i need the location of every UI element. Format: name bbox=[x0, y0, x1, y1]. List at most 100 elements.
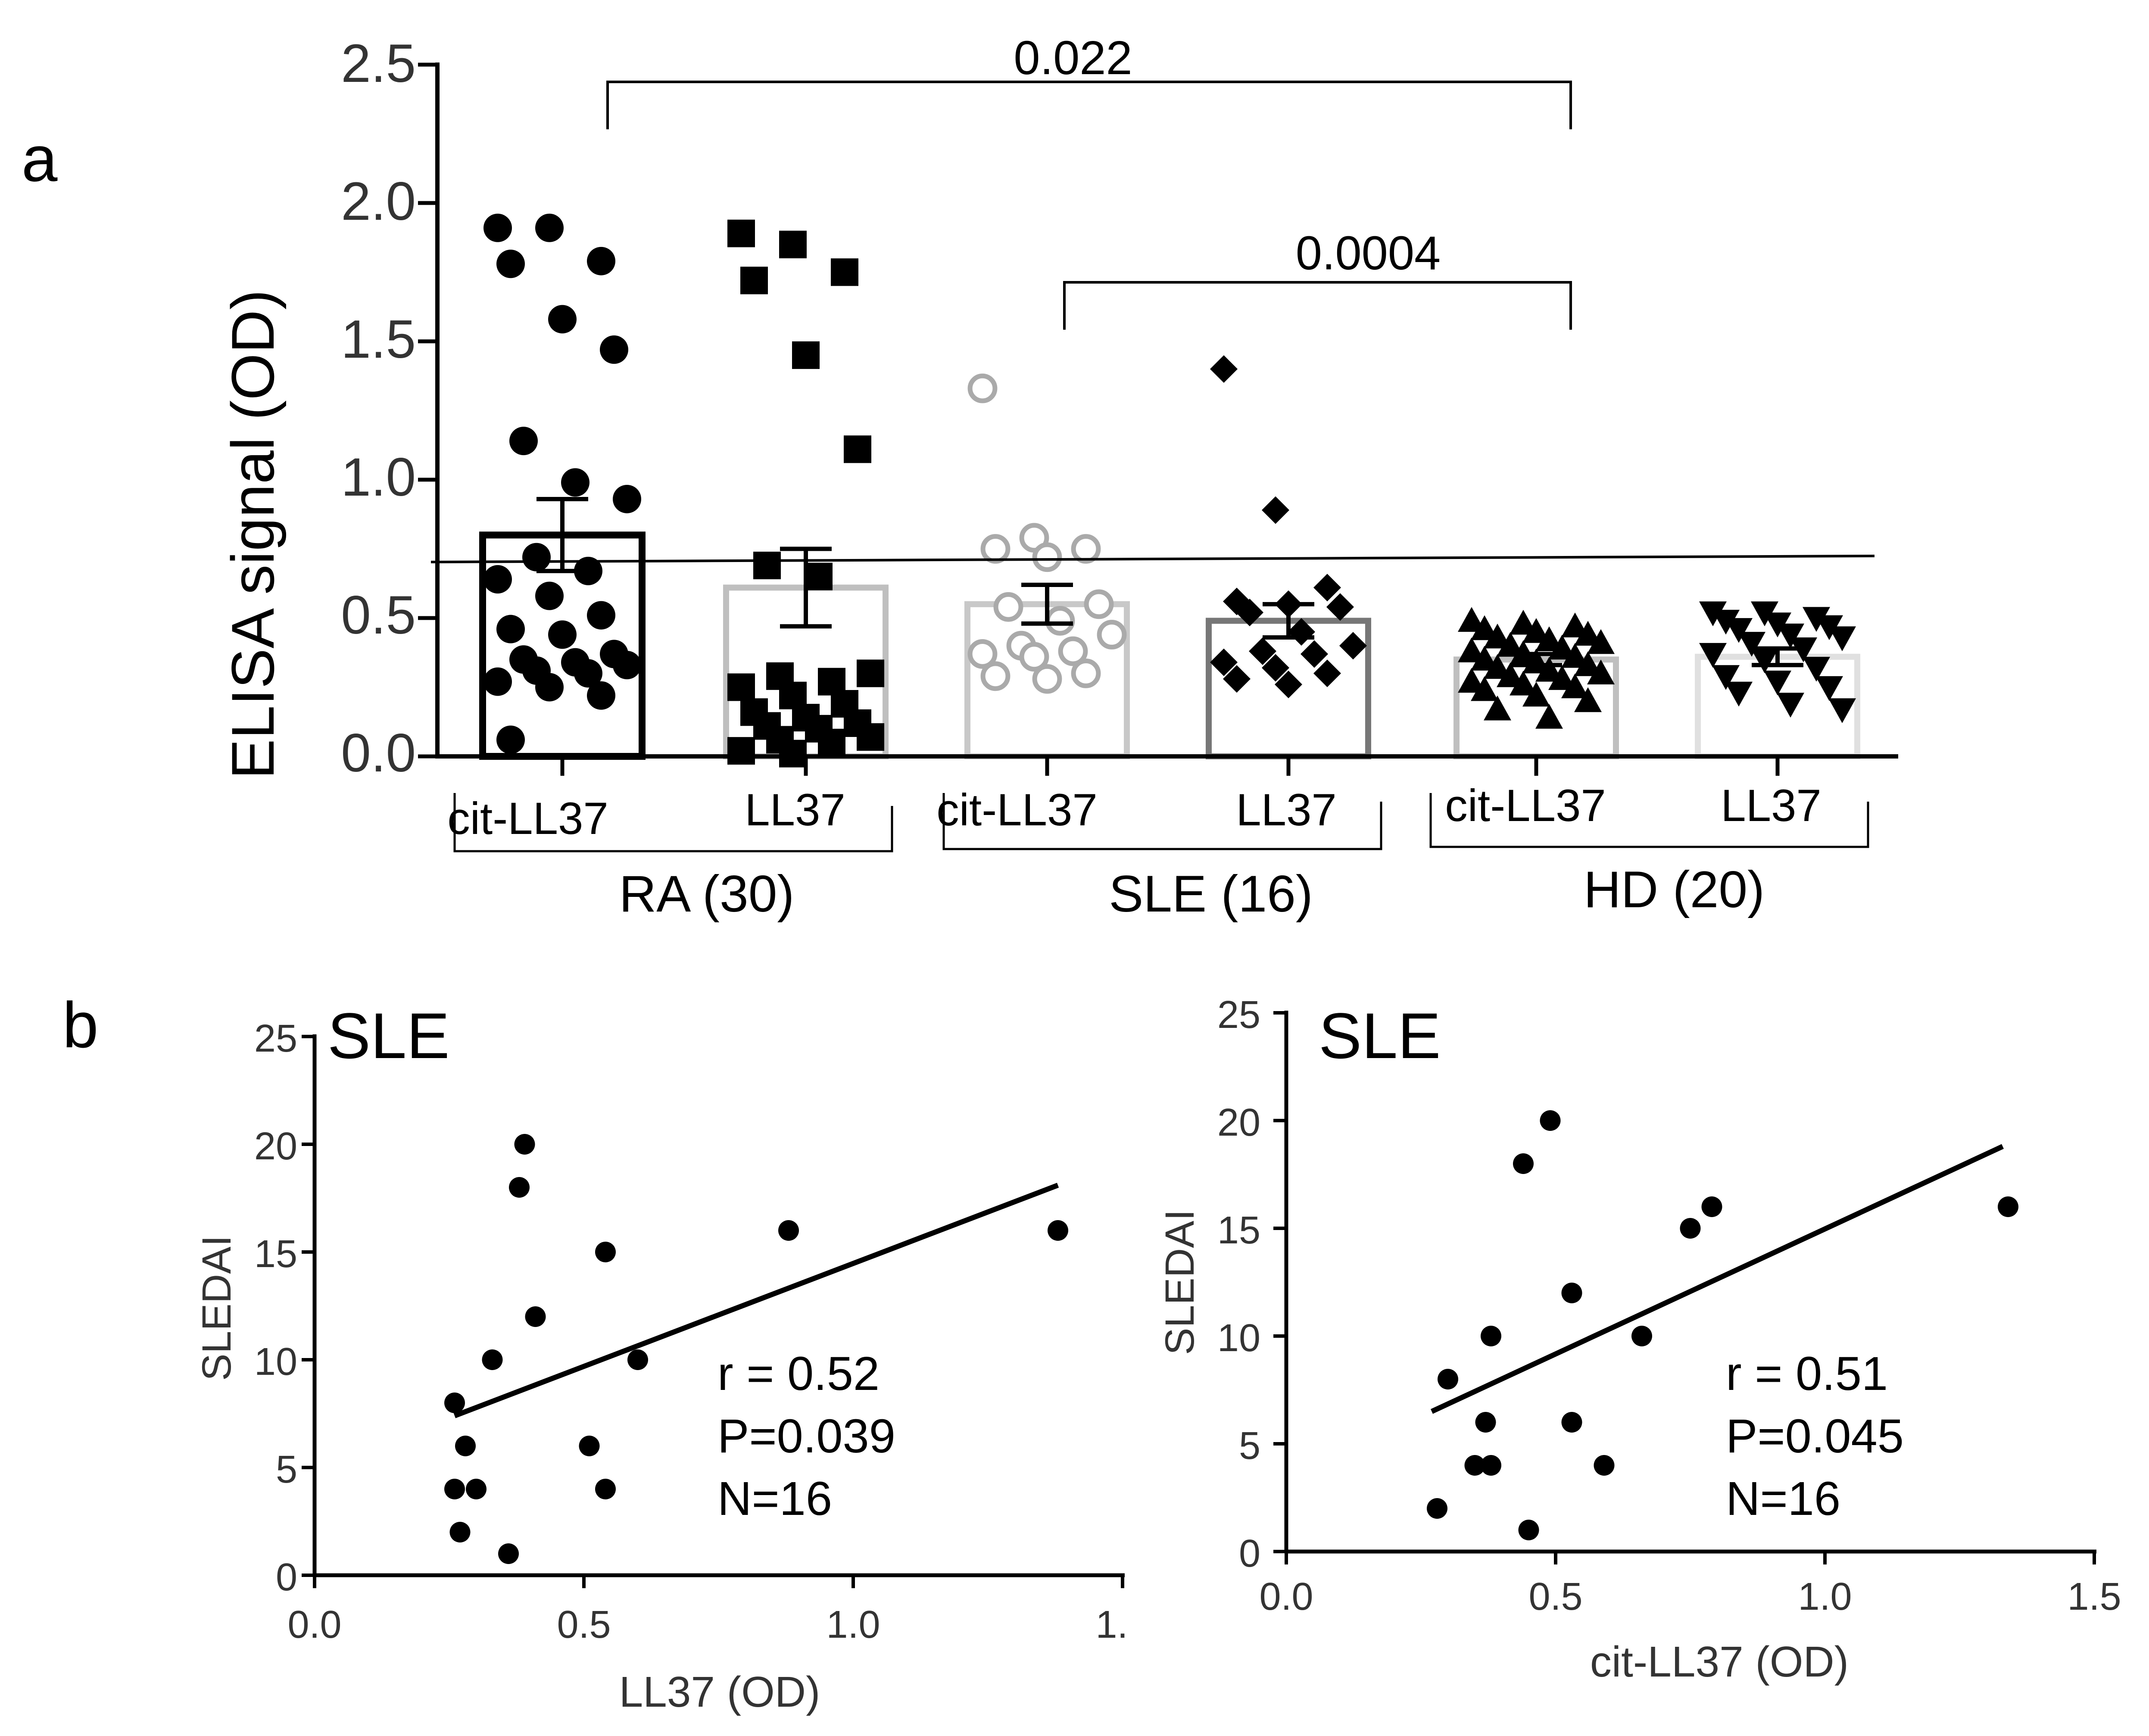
y-tick-labels: 0 5 10 15 20 25 bbox=[1217, 993, 1260, 1575]
category-label-ra-cit-ll37: cit-LL37 bbox=[447, 793, 608, 844]
x-tick-label: 0.5 bbox=[557, 1603, 611, 1646]
data-point bbox=[496, 250, 525, 278]
data-point bbox=[1484, 654, 1511, 679]
data-point bbox=[727, 219, 755, 247]
data-point bbox=[1210, 648, 1238, 676]
data-point bbox=[1998, 1196, 2018, 1217]
panel-a-y-tick-label: 1.5 bbox=[341, 309, 416, 369]
data-point bbox=[1828, 698, 1856, 723]
scatter-title: SLE bbox=[1319, 999, 1441, 1072]
x-tick-label: 1.0 bbox=[826, 1603, 880, 1646]
data-point bbox=[1481, 1326, 1501, 1346]
data-point bbox=[1458, 607, 1485, 632]
data-point bbox=[1326, 593, 1354, 621]
y-tick-label: 20 bbox=[1217, 1101, 1260, 1144]
group-bracket-hd bbox=[1429, 793, 1869, 848]
x-axis-label: LL37 (OD) bbox=[619, 1668, 820, 1716]
group-label-ra: RA (30) bbox=[619, 865, 795, 923]
data-point bbox=[1438, 1369, 1458, 1389]
y-tick-label: 10 bbox=[1217, 1317, 1260, 1360]
stat-annotation: N=16 bbox=[717, 1472, 832, 1525]
data-point bbox=[1045, 606, 1075, 636]
panel-a-y-tick-label: 2.0 bbox=[341, 172, 416, 231]
data-point bbox=[1510, 609, 1537, 635]
data-point bbox=[1497, 662, 1524, 687]
data-point bbox=[1751, 648, 1778, 674]
y-axis-label: SLEDAI bbox=[194, 1235, 240, 1381]
comparison-bracket bbox=[606, 81, 1572, 129]
data-point bbox=[1712, 609, 1740, 635]
data-point bbox=[1574, 651, 1602, 676]
data-point bbox=[1019, 642, 1049, 672]
data-point bbox=[993, 592, 1023, 622]
data-point bbox=[483, 667, 512, 696]
data-point bbox=[753, 552, 781, 580]
category-label-ra-ll37: LL37 bbox=[745, 785, 845, 835]
data-point bbox=[483, 565, 512, 594]
category-label-hd-ll37: LL37 bbox=[1721, 781, 1822, 831]
data-point bbox=[574, 659, 602, 688]
panel-a-bar-chart: ELISA signal (OD) 0.0 0.5 1.0 1.5 2.0 2.… bbox=[219, 31, 1898, 923]
data-point bbox=[613, 651, 641, 680]
regression-line bbox=[453, 1183, 1059, 1418]
y-tick-label: 10 bbox=[254, 1340, 297, 1383]
y-tick-label: 15 bbox=[254, 1233, 297, 1276]
comparison-label: 0.022 bbox=[1014, 31, 1132, 84]
scatter-title: SLE bbox=[327, 999, 450, 1072]
data-point bbox=[548, 305, 577, 334]
data-point bbox=[1458, 668, 1485, 693]
data-point bbox=[1540, 1110, 1561, 1131]
x-axis-label: cit-LL37 (OD) bbox=[1590, 1638, 1849, 1686]
data-point bbox=[1631, 1326, 1652, 1346]
data-point bbox=[1223, 665, 1251, 693]
panel-a-y-tick-label: 1.0 bbox=[341, 447, 416, 507]
stat-annotation: P=0.045 bbox=[1726, 1410, 1904, 1463]
data-point bbox=[1339, 632, 1367, 660]
panel-a-plot-area bbox=[418, 62, 1898, 776]
data-point bbox=[1518, 1520, 1539, 1540]
data-point bbox=[1471, 646, 1498, 671]
data-point bbox=[1594, 1455, 1615, 1476]
data-point bbox=[1497, 632, 1524, 657]
data-point bbox=[980, 534, 1011, 564]
data-point bbox=[1561, 1283, 1582, 1303]
data-point bbox=[496, 615, 525, 643]
x-tick-label: 1.5 bbox=[2067, 1575, 2121, 1618]
data-point bbox=[1574, 621, 1602, 646]
data-point bbox=[1484, 623, 1511, 649]
data-point bbox=[1522, 618, 1550, 643]
data-point bbox=[740, 266, 768, 294]
data-point bbox=[1725, 618, 1753, 643]
panel-a-y-axis-label: ELISA signal (OD) bbox=[219, 290, 287, 779]
panel-a-y-tick-label: 2.5 bbox=[341, 34, 416, 94]
data-point bbox=[1071, 659, 1101, 688]
panel-label-a: a bbox=[22, 122, 58, 195]
data-point bbox=[1561, 612, 1589, 637]
y-tick-label: 25 bbox=[1217, 993, 1260, 1037]
data-point bbox=[514, 1134, 535, 1155]
data-point bbox=[1699, 643, 1727, 668]
data-point bbox=[1427, 1498, 1447, 1519]
panel-b-left-scatter: SLE SLEDAI LL37 (OD) 0 5 10 15 20 25 0.0… bbox=[194, 999, 1128, 1716]
data-point bbox=[535, 673, 564, 702]
regression-line bbox=[1430, 1144, 2004, 1414]
data-point bbox=[509, 427, 538, 456]
x-tick-label: 0.5 bbox=[1528, 1575, 1582, 1618]
data-point bbox=[1032, 542, 1062, 572]
data-point bbox=[727, 673, 755, 701]
y-axis-label: SLEDAI bbox=[1157, 1209, 1203, 1355]
panel-b-right-scatter: SLE SLEDAI cit-LL37 (OD) 0 5 10 15 20 25… bbox=[1157, 993, 2121, 1686]
stat-annotation: P=0.039 bbox=[717, 1410, 895, 1463]
group-label-sle: SLE (16) bbox=[1109, 865, 1313, 923]
stat-annotation: N=16 bbox=[1726, 1472, 1840, 1525]
data-point bbox=[509, 1177, 530, 1198]
data-point bbox=[1764, 671, 1791, 696]
data-point bbox=[561, 468, 589, 497]
panel-b-left-plot-area bbox=[302, 1034, 1125, 1588]
y-tick-label: 20 bbox=[254, 1125, 297, 1168]
data-point bbox=[857, 723, 884, 751]
data-point bbox=[595, 1479, 616, 1499]
data-point bbox=[831, 258, 858, 286]
data-point bbox=[727, 737, 755, 765]
